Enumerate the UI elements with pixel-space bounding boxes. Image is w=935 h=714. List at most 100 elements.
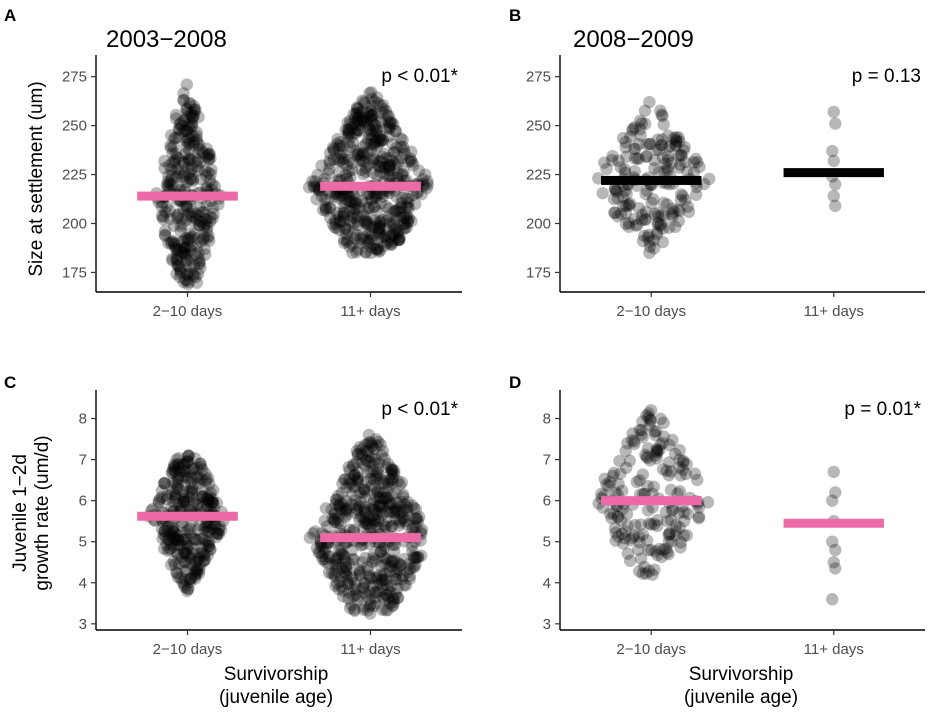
data-point	[166, 147, 179, 160]
data-point	[397, 511, 411, 524]
data-point	[384, 230, 397, 243]
data-point	[355, 114, 368, 127]
data-point	[179, 199, 193, 212]
data-point	[397, 211, 410, 224]
data-point	[336, 189, 349, 203]
data-point	[193, 138, 206, 152]
y-tick-label: 6	[543, 493, 551, 510]
p-value-annotation: p = 0.01*	[844, 399, 921, 420]
data-point	[338, 236, 351, 249]
data-point	[310, 193, 323, 206]
data-point	[393, 205, 407, 219]
data-point	[350, 456, 364, 469]
y-tick-label: 175	[62, 264, 87, 281]
data-point	[388, 146, 401, 159]
data-point	[366, 155, 380, 168]
data-point	[345, 210, 358, 223]
data-point	[341, 123, 355, 137]
x-tick-label: 2−10 days	[153, 303, 223, 320]
data-point	[364, 137, 377, 151]
data-point	[382, 109, 395, 122]
data-point	[178, 241, 191, 255]
data-point	[344, 171, 357, 184]
data-point	[393, 231, 406, 244]
data-point	[385, 236, 399, 249]
data-point	[394, 140, 408, 153]
data-point	[193, 209, 206, 222]
data-point	[170, 150, 184, 164]
data-point	[354, 154, 367, 167]
data-point	[351, 114, 364, 127]
data-point	[390, 190, 403, 203]
data-point	[377, 161, 391, 174]
data-point	[193, 256, 206, 270]
data-point	[374, 114, 387, 127]
data-point	[337, 199, 350, 213]
data-point	[826, 494, 839, 507]
data-point	[169, 112, 183, 125]
data-point	[383, 117, 396, 130]
data-point	[359, 114, 373, 128]
data-point	[182, 167, 196, 181]
data-point	[340, 159, 353, 172]
data-point	[829, 562, 842, 575]
data-point	[370, 205, 384, 218]
data-point	[609, 526, 622, 539]
data-point	[349, 506, 363, 520]
data-point	[348, 604, 361, 617]
data-point	[357, 146, 370, 160]
data-point	[166, 178, 179, 191]
data-point	[348, 198, 362, 212]
y-tick-label: 8	[543, 411, 551, 428]
data-point	[337, 139, 350, 153]
data-point	[334, 517, 347, 530]
data-point	[335, 153, 348, 166]
data-point	[202, 152, 216, 165]
data-point	[365, 132, 378, 145]
data-point	[166, 234, 180, 248]
data-point	[355, 149, 369, 162]
data-point	[421, 175, 434, 188]
x-tick-label: 2−10 days	[153, 641, 223, 658]
data-point	[389, 204, 403, 217]
data-point	[197, 219, 211, 232]
data-point	[205, 163, 218, 177]
data-point	[332, 142, 345, 155]
data-point	[631, 152, 644, 165]
data-point	[356, 154, 369, 167]
data-point	[356, 105, 369, 118]
data-point	[640, 138, 653, 151]
data-point	[193, 142, 206, 156]
data-point	[192, 219, 206, 232]
data-point	[182, 232, 195, 246]
data-point	[177, 547, 191, 560]
data-point	[202, 229, 215, 243]
y-tick-label: 250	[62, 118, 87, 135]
data-point	[368, 137, 381, 150]
x-axis-title-line1: Survivorship	[224, 664, 329, 685]
data-point	[332, 489, 345, 502]
data-point	[373, 129, 387, 143]
data-point	[204, 168, 217, 181]
data-point	[333, 215, 347, 228]
data-point	[175, 235, 189, 249]
data-point	[165, 163, 178, 176]
mean-bar	[137, 191, 238, 201]
data-point	[359, 137, 373, 151]
data-point	[369, 490, 383, 503]
data-point	[185, 230, 199, 243]
data-point	[319, 193, 332, 207]
y-tick-label: 175	[526, 264, 551, 281]
data-point	[400, 192, 413, 205]
data-point	[172, 151, 185, 165]
data-point	[337, 147, 350, 160]
data-point	[345, 195, 359, 208]
data-point	[370, 243, 383, 256]
data-point	[166, 156, 179, 169]
data-point	[385, 238, 398, 252]
data-point	[367, 151, 380, 165]
data-point	[392, 224, 405, 237]
data-point	[672, 161, 686, 174]
data-point	[184, 109, 198, 123]
data-point	[155, 209, 169, 223]
